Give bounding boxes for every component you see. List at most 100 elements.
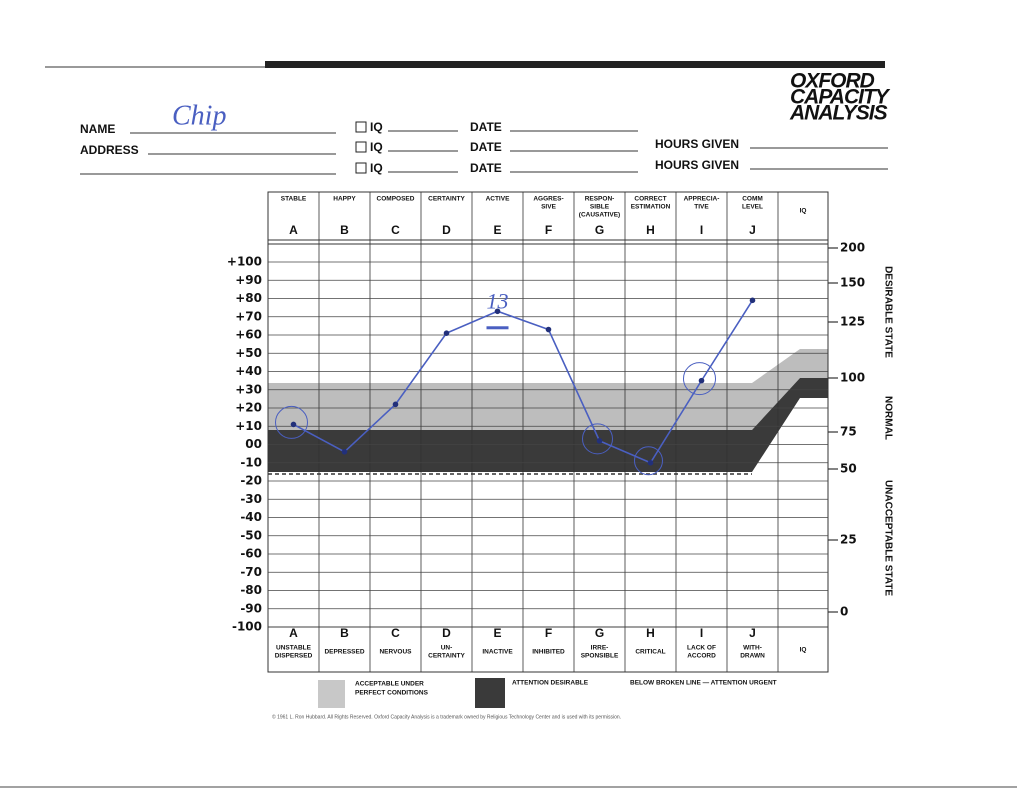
data-point bbox=[341, 449, 348, 455]
y-tick-label: +20 bbox=[235, 401, 262, 415]
right-scale-label: 75 bbox=[840, 425, 857, 439]
column-top-label: STABLE bbox=[281, 196, 307, 203]
hand-circle bbox=[275, 405, 308, 439]
column-letter: B bbox=[340, 626, 349, 640]
hours-label: HOURS GIVEN bbox=[655, 137, 739, 151]
y-tick-label: -20 bbox=[240, 474, 262, 488]
column-bottom-label: IRRE- bbox=[591, 645, 609, 652]
column-bottom-label: NERVOUS bbox=[379, 649, 412, 656]
column-top-label: LEVEL bbox=[742, 204, 763, 211]
logo-text: ANALYSIS bbox=[789, 102, 888, 125]
column-bottom-label: DEPRESSED bbox=[324, 649, 364, 656]
hand-circle bbox=[683, 362, 716, 396]
column-bottom-label: INHIBITED bbox=[532, 649, 565, 656]
column-letter: H bbox=[646, 626, 655, 640]
y-tick-label: 00 bbox=[245, 437, 262, 451]
column-letter: E bbox=[493, 626, 501, 640]
iq-label: IQ bbox=[370, 140, 383, 154]
column-top-label: COMM bbox=[742, 196, 763, 203]
name-label: NAME bbox=[80, 122, 115, 136]
column-letter: F bbox=[545, 626, 552, 640]
column-bottom-label: CERTAINTY bbox=[428, 653, 465, 660]
column-bottom-label: LACK OF bbox=[687, 645, 716, 652]
annotation: 13 bbox=[487, 288, 509, 313]
column-bottom-label: UNSTABLE bbox=[276, 645, 312, 652]
hand-circle bbox=[582, 423, 613, 455]
right-scale-label: 125 bbox=[840, 315, 865, 329]
legend-swatch-light bbox=[318, 680, 345, 708]
column-letter: I bbox=[700, 626, 703, 640]
data-point bbox=[392, 401, 399, 408]
y-tick-label: +70 bbox=[235, 309, 262, 323]
data-point bbox=[545, 326, 552, 333]
y-tick-label: +60 bbox=[235, 328, 262, 342]
column-letter: G bbox=[595, 626, 604, 640]
column-letter: F bbox=[545, 223, 552, 237]
data-point bbox=[290, 421, 297, 428]
column-bottom-label: ACCORD bbox=[687, 653, 716, 660]
column-letter: D bbox=[442, 223, 451, 237]
logo-text: OXFORD bbox=[790, 70, 875, 93]
data-point bbox=[647, 459, 654, 466]
annotation-bar bbox=[486, 326, 509, 330]
column-letter: A bbox=[289, 626, 298, 640]
column-top-label: HAPPY bbox=[333, 196, 356, 203]
band-attention bbox=[268, 378, 828, 472]
data-point bbox=[596, 438, 603, 444]
column-letter: A bbox=[289, 223, 298, 237]
y-tick-label: +40 bbox=[235, 364, 262, 378]
legend-text: ATTENTION DESIRABLE bbox=[512, 680, 589, 687]
y-tick-label: -60 bbox=[240, 547, 262, 561]
iq-column-label: IQ bbox=[800, 647, 807, 654]
hours-label: HOURS GIVEN bbox=[655, 158, 739, 172]
data-point bbox=[443, 330, 450, 336]
column-bottom-label: INACTIVE bbox=[482, 649, 513, 656]
column-letter: I bbox=[700, 223, 703, 237]
right-scale-label: 100 bbox=[840, 371, 865, 385]
column-top-label: COMPOSED bbox=[377, 196, 415, 203]
y-tick-label: -90 bbox=[240, 601, 262, 615]
y-tick-label: -70 bbox=[240, 565, 262, 579]
data-line bbox=[293, 299, 754, 464]
column-bottom-label: SPONSIBLE bbox=[581, 653, 619, 660]
column-letter: G bbox=[595, 223, 604, 237]
hand-circle bbox=[634, 446, 663, 476]
side-label: NORMAL bbox=[882, 396, 893, 440]
legend-text: PERFECT CONDITIONS bbox=[355, 690, 429, 697]
checkbox bbox=[355, 121, 367, 133]
right-scale-label: 25 bbox=[840, 533, 857, 547]
date-label: DATE bbox=[470, 161, 502, 175]
legend-text: BELOW BROKEN LINE — ATTENTION URGENT bbox=[630, 680, 777, 687]
iq-column-label: IQ bbox=[800, 208, 807, 215]
logo-text: CAPACITY bbox=[790, 86, 891, 109]
column-top-label: SIVE bbox=[541, 204, 556, 211]
column-top-label: (CAUSATIVE) bbox=[579, 212, 620, 219]
column-bottom-label: DRAWN bbox=[740, 653, 765, 660]
column-letter: J bbox=[749, 626, 756, 640]
column-top-label: APPRECIA- bbox=[684, 196, 720, 203]
iq-label: IQ bbox=[370, 161, 383, 175]
date-label: DATE bbox=[470, 120, 502, 134]
column-letter: C bbox=[391, 223, 400, 237]
y-tick-label: +30 bbox=[235, 382, 262, 396]
data-point bbox=[494, 308, 501, 315]
data-point bbox=[698, 377, 705, 384]
name-value: Chip bbox=[172, 100, 226, 131]
column-top-label: TIVE bbox=[694, 204, 709, 211]
y-tick-label: +90 bbox=[235, 273, 262, 287]
y-tick-label: +50 bbox=[235, 346, 262, 360]
y-tick-label: -80 bbox=[240, 583, 262, 597]
y-tick-label: +10 bbox=[235, 419, 262, 433]
right-scale-label: 200 bbox=[840, 241, 865, 255]
column-letter: C bbox=[391, 626, 400, 640]
column-top-label: SIBLE bbox=[590, 204, 610, 211]
column-top-label: CERTAINTY bbox=[428, 196, 465, 203]
column-top-label: CORRECT bbox=[634, 196, 666, 203]
column-top-label: AGGRES- bbox=[533, 196, 563, 203]
y-tick-label: -30 bbox=[240, 492, 262, 506]
y-tick-label: +80 bbox=[235, 291, 262, 305]
column-top-label: ESTIMATION bbox=[631, 204, 671, 211]
data-point bbox=[749, 297, 756, 304]
column-top-label: ACTIVE bbox=[486, 196, 511, 203]
